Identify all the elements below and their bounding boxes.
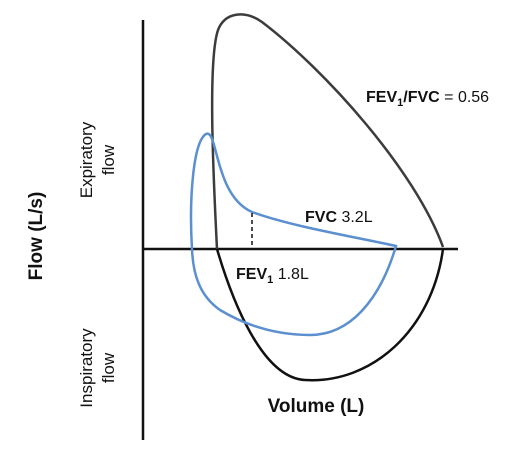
svg-text:Inspiratory: Inspiratory	[77, 328, 96, 408]
fvc-label: FVC 3.2L	[305, 209, 373, 226]
expiratory-label: Expiratory flow	[77, 121, 118, 198]
normal-inspiratory-curve	[215, 248, 445, 382]
inspiratory-label: Inspiratory flow	[77, 328, 118, 408]
ratio-label: FEV1/FVC = 0.56	[366, 89, 489, 109]
fev1-label: FEV1 1.8L	[236, 266, 309, 286]
normal-expiratory-curve	[210, 13, 445, 250]
obstructive-loop	[189, 132, 398, 337]
x-axis-title: Volume (L)	[268, 396, 365, 417]
svg-text:Expiratory: Expiratory	[77, 121, 96, 198]
svg-text:flow: flow	[99, 144, 118, 175]
svg-text:flow: flow	[99, 352, 118, 383]
y-axis-title: Flow (L/s)	[26, 192, 47, 281]
